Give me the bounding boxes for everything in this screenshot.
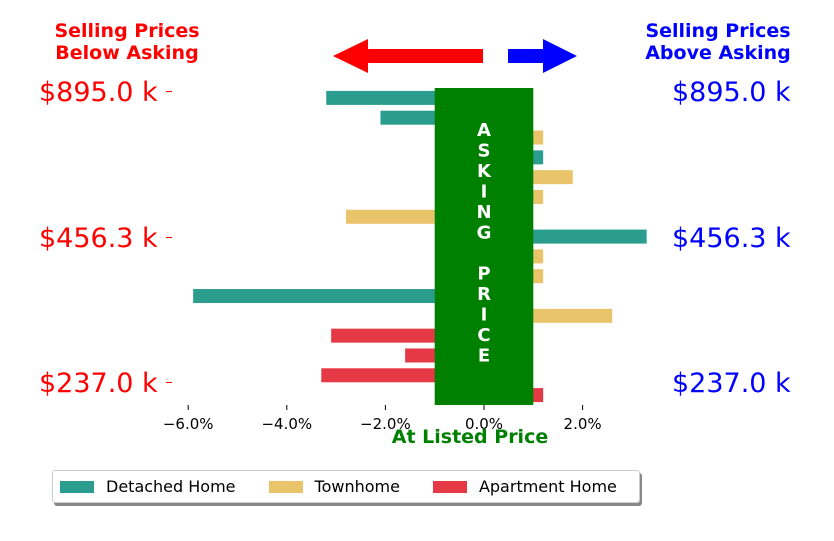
x-tick-label-4: 2.0% <box>564 415 602 433</box>
legend-label: Apartment Home <box>478 477 617 496</box>
price-tick-top <box>166 91 172 92</box>
asking-letter-8: R <box>477 284 491 305</box>
asking-letter-1: S <box>478 141 491 162</box>
above-asking-header: Selling Prices Above Asking <box>613 20 823 64</box>
asking-letter-7: P <box>477 264 490 285</box>
legend-item-0: Detached Home <box>60 477 236 496</box>
legend-item-1: Townhome <box>268 477 400 496</box>
price-left-middle: $456.3 k <box>39 223 158 254</box>
legend-swatch <box>432 480 467 493</box>
legend: Detached Home Townhome Apartment Home <box>52 470 640 503</box>
above-asking-line2: Above Asking <box>645 42 791 64</box>
x-tick-label-2: −2.0% <box>360 415 411 433</box>
x-axis-label: At Listed Price <box>391 426 549 448</box>
bar-10 <box>193 289 484 304</box>
price-left-top: $895.0 k <box>39 77 158 108</box>
x-tick-label-0: −6.0% <box>163 415 214 433</box>
left-arrow-icon <box>333 39 483 73</box>
x-tick-label-3: 0.0% <box>465 415 503 433</box>
price-tick-middle <box>166 237 172 238</box>
asking-letter-10: C <box>477 325 490 346</box>
asking-letter-0: A <box>477 120 491 141</box>
asking-letter-4: N <box>476 202 491 223</box>
asking-letter-3: I <box>481 182 488 203</box>
below-asking-line2: Below Asking <box>55 42 199 64</box>
price-right-bottom: $237.0 k <box>672 368 791 399</box>
x-tick-label-1: −4.0% <box>261 415 312 433</box>
asking-letter-2: K <box>477 161 492 182</box>
right-arrow-icon <box>508 39 577 73</box>
above-asking-line1: Selling Prices <box>645 20 791 42</box>
price-right-top: $895.0 k <box>672 77 791 108</box>
asking-letter-5: G <box>477 223 492 244</box>
asking-price-band <box>434 88 534 405</box>
legend-label: Detached Home <box>106 477 236 496</box>
below-asking-header: Selling Prices Below Asking <box>22 20 232 64</box>
below-asking-line1: Selling Prices <box>54 20 200 42</box>
asking-letter-9: I <box>481 305 488 326</box>
price-left-bottom: $237.0 k <box>39 368 158 399</box>
price-right-middle: $456.3 k <box>672 223 791 254</box>
legend-swatch <box>268 480 303 493</box>
price-tick-bottom <box>166 382 172 383</box>
legend-label: Townhome <box>314 477 400 496</box>
asking-letter-11: E <box>478 346 490 367</box>
legend-item-2: Apartment Home <box>432 477 617 496</box>
legend-swatch <box>60 480 94 493</box>
